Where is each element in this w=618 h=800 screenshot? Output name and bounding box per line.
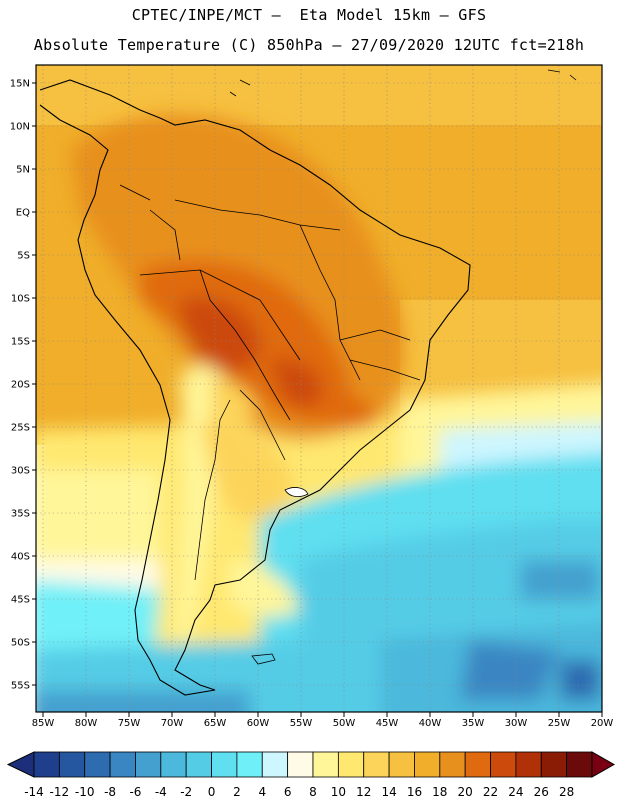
lon-label: 65W	[204, 718, 227, 729]
colorbar-label: 10	[331, 785, 346, 799]
colorbar-segment	[439, 751, 466, 778]
colorbar-label: 8	[309, 785, 317, 799]
colorbar-label: 4	[258, 785, 266, 799]
graticule	[36, 65, 602, 712]
colorbar-over-arrow	[591, 751, 616, 778]
colorbar-label: 6	[284, 785, 292, 799]
colorbar-label: 18	[432, 785, 447, 799]
colorbar-label: -14	[24, 785, 44, 799]
lat-label: 40S	[11, 552, 30, 563]
colorbar-segment	[515, 751, 542, 778]
uruguay-lagoon	[284, 487, 309, 498]
colorbar: -14 -12 -10 -8 -6 -4 -2 0 2 4 6 8 10 12 14 16 18 20 22 24 26…	[6, 751, 616, 799]
lon-label: 20W	[591, 718, 614, 729]
colorbar-label: -6	[129, 785, 141, 799]
colorbar-segment	[58, 751, 86, 778]
lat-label: 10N	[10, 122, 30, 133]
colorbar-label: 0	[208, 785, 216, 799]
colorbar-label: -10	[75, 785, 95, 799]
colorbar-segment	[185, 751, 212, 778]
colorbar-segment	[261, 751, 289, 778]
south-america-coastline	[39, 79, 471, 696]
colorbar-label: 16	[407, 785, 422, 799]
colorbar-segment	[287, 751, 314, 778]
colorbar-segment	[337, 751, 365, 778]
lon-label: 50W	[333, 718, 356, 729]
colorbar-segment	[84, 751, 111, 778]
longitude-axis: 85W 80W 75W 70W 65W 60W 55W 50W 45W 40W 35W 30W 25W 2…	[32, 712, 614, 729]
colorbar-label: 12	[356, 785, 371, 799]
colorbar-label: 20	[458, 785, 473, 799]
lat-label: 35S	[11, 509, 30, 520]
colorbar-segment	[414, 751, 441, 778]
colorbar-under-arrow	[6, 751, 35, 778]
lat-label: 15N	[10, 79, 30, 90]
lat-label: 30S	[11, 466, 30, 477]
lat-label: 50S	[11, 638, 30, 649]
colorbar-segment	[540, 751, 568, 778]
colorbar-label: 28	[559, 785, 574, 799]
colorbar-label: -4	[155, 785, 167, 799]
colorbar-segment	[363, 751, 390, 778]
lon-label: 80W	[75, 718, 98, 729]
map-frame	[35, 64, 603, 713]
colorbar-segment	[236, 751, 263, 778]
colorbar-segment	[490, 751, 517, 778]
lat-label: 15S	[11, 337, 30, 348]
colorbar-segment	[566, 751, 593, 778]
colorbar-segment	[312, 751, 339, 778]
lon-label: 25W	[548, 718, 571, 729]
lat-label: EQ	[16, 208, 30, 219]
lat-label: 5N	[16, 165, 30, 176]
lon-label: 85W	[32, 718, 55, 729]
colorbar-label: 22	[483, 785, 498, 799]
lon-label: 30W	[505, 718, 528, 729]
lat-label: 25S	[11, 423, 30, 434]
colorbar-label: 14	[381, 785, 396, 799]
temperature-field	[36, 65, 602, 712]
lon-label: 35W	[462, 718, 485, 729]
lat-label: 10S	[11, 294, 30, 305]
colorbar-label: 26	[534, 785, 549, 799]
lon-label: 55W	[290, 718, 313, 729]
colorbar-label: -8	[104, 785, 116, 799]
lon-label: 70W	[161, 718, 184, 729]
lat-label: 20S	[11, 380, 30, 391]
latitude-axis: 15N 10N 5N EQ 5S 10S 15S 20S 25S 30S 35S 40S 45S 50S 5…	[10, 79, 36, 692]
colorbar-segment	[211, 751, 238, 778]
lat-label: 5S	[17, 251, 30, 262]
colorbar-segment	[135, 751, 162, 778]
colorbar-label: 24	[508, 785, 523, 799]
lon-label: 60W	[247, 718, 270, 729]
lon-label: 45W	[376, 718, 399, 729]
lat-label: 45S	[11, 595, 30, 606]
colorbar-label: -2	[180, 785, 192, 799]
lon-label: 75W	[118, 718, 141, 729]
colorbar-segment	[33, 751, 60, 778]
colorbar-segment	[109, 751, 136, 778]
falklands	[251, 653, 276, 665]
colorbar-segment	[160, 751, 187, 778]
colorbar-segment	[464, 751, 491, 778]
map-title-line2: Absolute Temperature (C) 850hPa – 27/09/…	[33, 36, 585, 54]
colorbar-label: -12	[50, 785, 70, 799]
colorbar-segment	[388, 751, 415, 778]
colorbar-label: 2	[233, 785, 241, 799]
map-title-line1: CPTEC/INPE/MCT – Eta Model 15km – GFS	[131, 6, 487, 24]
caribbean-islands	[229, 69, 577, 97]
lon-label: 40W	[419, 718, 442, 729]
lat-label: 55S	[11, 681, 30, 692]
country-borders	[119, 184, 421, 581]
